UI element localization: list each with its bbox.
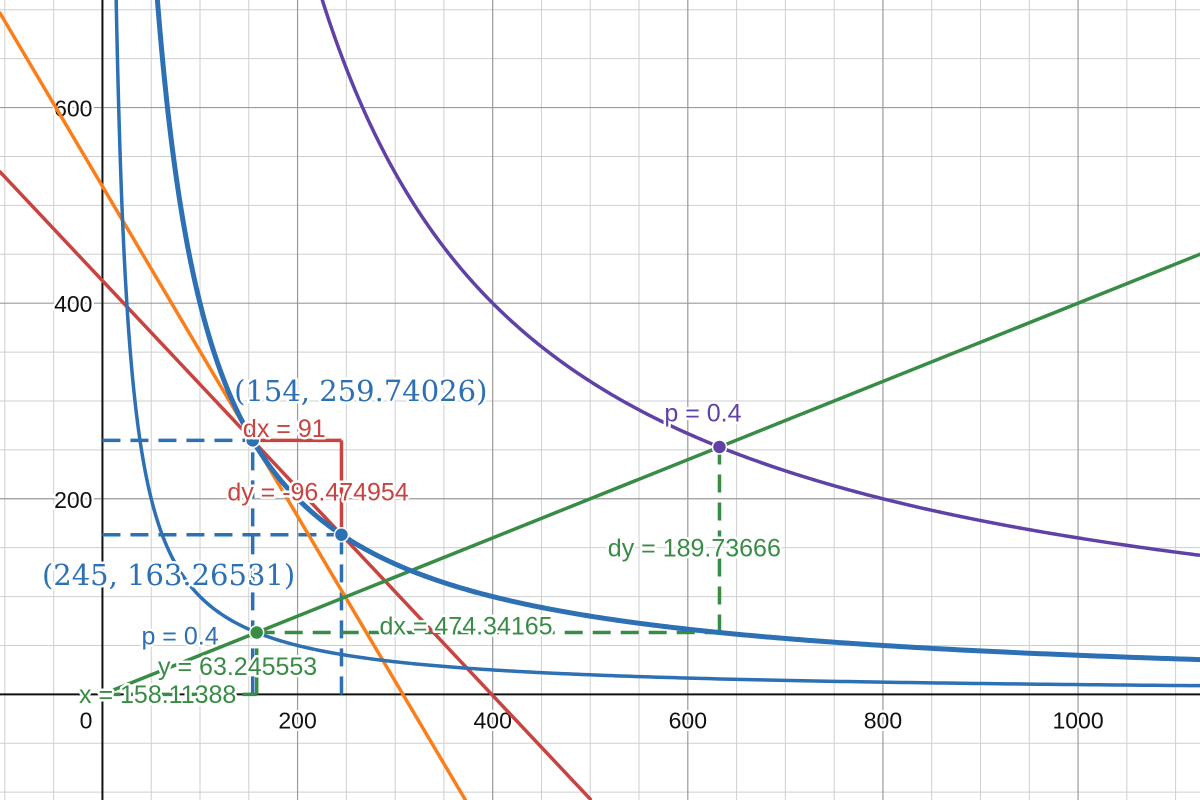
dashed-guides xyxy=(102,438,722,697)
point-245[interactable] xyxy=(333,526,350,543)
label-x-green: x = 158.11388 xyxy=(79,681,236,709)
red-line xyxy=(0,170,592,800)
highlighted-points xyxy=(244,432,728,641)
x-tick-label: 800 xyxy=(864,707,902,733)
y-tick-label: 200 xyxy=(54,487,92,513)
point-154[interactable] xyxy=(244,432,261,449)
x-tick-label: 0 xyxy=(80,707,93,733)
label-dy-green: dy = 189.73666 xyxy=(608,534,781,562)
label-dx-green: dx = 474.34165 xyxy=(380,613,553,641)
x-tick-label: 200 xyxy=(278,707,316,733)
label-p-purple: p = 0.4 xyxy=(664,400,741,428)
label-coord-245: (245, 163.26531) xyxy=(42,558,295,592)
label-p-blue: p = 0.4 xyxy=(141,622,218,650)
y-tick-label: 600 xyxy=(54,96,92,122)
y-tick-label: 400 xyxy=(54,291,92,317)
point-green[interactable] xyxy=(248,624,265,641)
label-dx-red: dx = 91 xyxy=(243,415,326,443)
green-line xyxy=(100,252,1200,697)
tick-labels: 0 200 400 600 800 1000 200 400 600 xyxy=(52,93,1107,736)
x-tick-label: 400 xyxy=(473,707,511,733)
label-y-green: y = 63.245553 xyxy=(158,653,317,681)
label-coord-154: (154, 259.74026) xyxy=(234,374,487,408)
point-purple[interactable] xyxy=(711,439,728,455)
x-tick-label: 600 xyxy=(669,707,707,733)
annotation-labels: (154, 259.74026) (245, 163.26531) dx = 91 d… xyxy=(39,371,783,711)
hyperbola-outer xyxy=(320,0,1200,558)
hyperbola-inner xyxy=(114,0,1200,688)
x-tick-label: 1000 xyxy=(1052,707,1103,733)
label-dy-red: dy = -96.474954 xyxy=(227,479,408,507)
